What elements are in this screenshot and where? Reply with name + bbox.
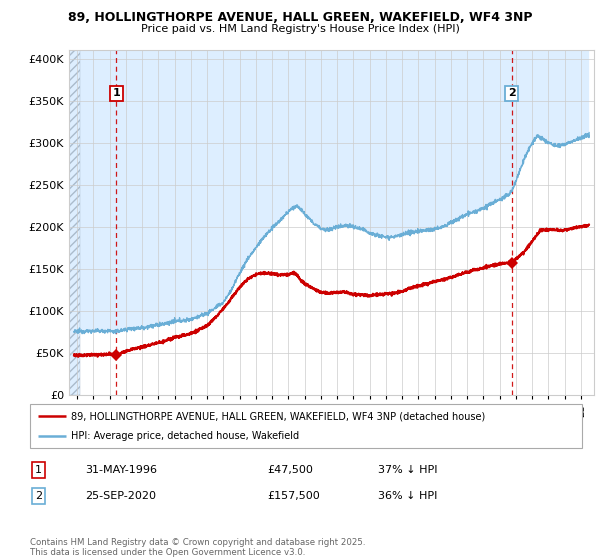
Text: Price paid vs. HM Land Registry's House Price Index (HPI): Price paid vs. HM Land Registry's House … bbox=[140, 24, 460, 34]
Text: £157,500: £157,500 bbox=[268, 491, 320, 501]
Text: 25-SEP-2020: 25-SEP-2020 bbox=[85, 491, 156, 501]
Text: 2: 2 bbox=[508, 88, 515, 99]
Text: £47,500: £47,500 bbox=[268, 465, 313, 475]
Text: 1: 1 bbox=[35, 465, 42, 475]
Text: 1: 1 bbox=[113, 88, 121, 99]
Text: 31-MAY-1996: 31-MAY-1996 bbox=[85, 465, 157, 475]
Text: 89, HOLLINGTHORPE AVENUE, HALL GREEN, WAKEFIELD, WF4 3NP (detached house): 89, HOLLINGTHORPE AVENUE, HALL GREEN, WA… bbox=[71, 411, 485, 421]
Polygon shape bbox=[69, 50, 80, 395]
Text: 36% ↓ HPI: 36% ↓ HPI bbox=[378, 491, 437, 501]
Text: HPI: Average price, detached house, Wakefield: HPI: Average price, detached house, Wake… bbox=[71, 431, 299, 441]
Text: Contains HM Land Registry data © Crown copyright and database right 2025.
This d: Contains HM Land Registry data © Crown c… bbox=[30, 538, 365, 557]
Text: 89, HOLLINGTHORPE AVENUE, HALL GREEN, WAKEFIELD, WF4 3NP: 89, HOLLINGTHORPE AVENUE, HALL GREEN, WA… bbox=[68, 11, 532, 24]
Text: 37% ↓ HPI: 37% ↓ HPI bbox=[378, 465, 437, 475]
Text: 2: 2 bbox=[35, 491, 42, 501]
